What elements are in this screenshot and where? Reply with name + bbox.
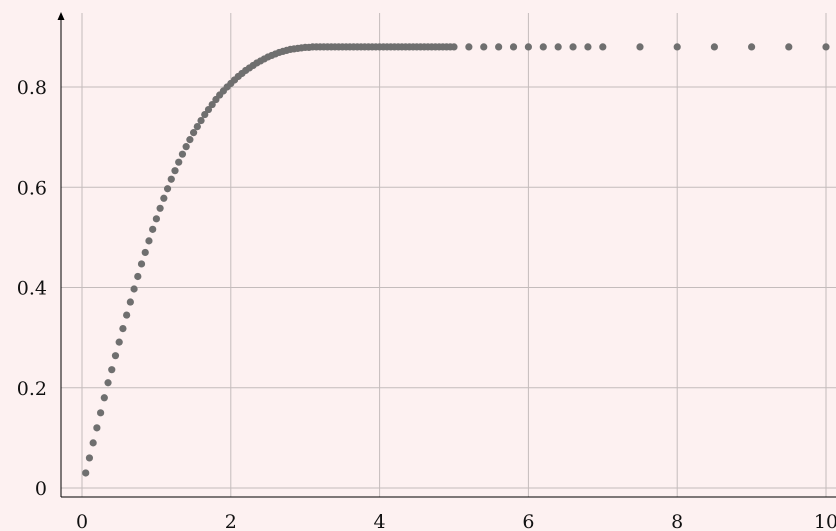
data-point [134, 273, 141, 280]
x-tick-label: 6 [522, 511, 534, 531]
data-point [480, 43, 487, 50]
data-point [674, 43, 681, 50]
data-point [569, 43, 576, 50]
data-point [160, 195, 167, 202]
data-point [168, 176, 175, 183]
data-point [116, 339, 123, 346]
x-tick-label: 0 [76, 511, 88, 531]
data-point [525, 43, 532, 50]
data-point [748, 43, 755, 50]
grid [61, 13, 836, 497]
tick-labels: 0 2 4 6 8 10 0 0.2 0.4 0.6 0.8 [17, 77, 836, 531]
y-tick-label: 0.6 [17, 177, 47, 199]
data-point [138, 260, 145, 267]
data-point [540, 43, 547, 50]
data-point [175, 159, 182, 166]
y-tick-label: 0 [35, 478, 47, 500]
data-point [149, 226, 156, 233]
y-axis-arrow [58, 12, 65, 20]
data-point [510, 43, 517, 50]
data-point [555, 43, 562, 50]
data-point [157, 205, 164, 212]
x-tick-label: 2 [225, 511, 237, 531]
data-point [190, 129, 197, 136]
data-point [711, 43, 718, 50]
data-point [584, 43, 591, 50]
data-point [153, 215, 160, 222]
axes [58, 12, 836, 497]
data-point [636, 43, 643, 50]
data-points [82, 43, 829, 476]
data-point [183, 143, 190, 150]
data-point [465, 43, 472, 50]
data-point [101, 394, 108, 401]
data-point [785, 43, 792, 50]
data-point [194, 123, 201, 130]
data-point [822, 43, 829, 50]
data-point [186, 136, 193, 143]
data-point [495, 43, 502, 50]
data-point [123, 311, 130, 318]
x-tick-label: 10 [814, 511, 836, 531]
data-point [164, 185, 171, 192]
data-point [130, 285, 137, 292]
data-point [179, 151, 186, 158]
y-tick-label: 0.2 [17, 378, 47, 400]
y-tick-label: 0.4 [17, 278, 47, 300]
data-point [145, 237, 152, 244]
data-point [104, 379, 111, 386]
data-point [142, 249, 149, 256]
data-point [86, 454, 93, 461]
data-point [119, 325, 126, 332]
x-tick-label: 8 [671, 511, 683, 531]
data-point [108, 366, 115, 373]
y-tick-label: 0.8 [17, 77, 47, 99]
data-point [112, 352, 119, 359]
data-point [450, 43, 457, 50]
data-point [90, 439, 97, 446]
data-point [599, 43, 606, 50]
data-point [82, 469, 89, 476]
x-tick-label: 4 [374, 511, 386, 531]
data-point [171, 167, 178, 174]
data-point [197, 117, 204, 124]
data-point [93, 424, 100, 431]
data-point [97, 409, 104, 416]
data-point [127, 298, 134, 305]
